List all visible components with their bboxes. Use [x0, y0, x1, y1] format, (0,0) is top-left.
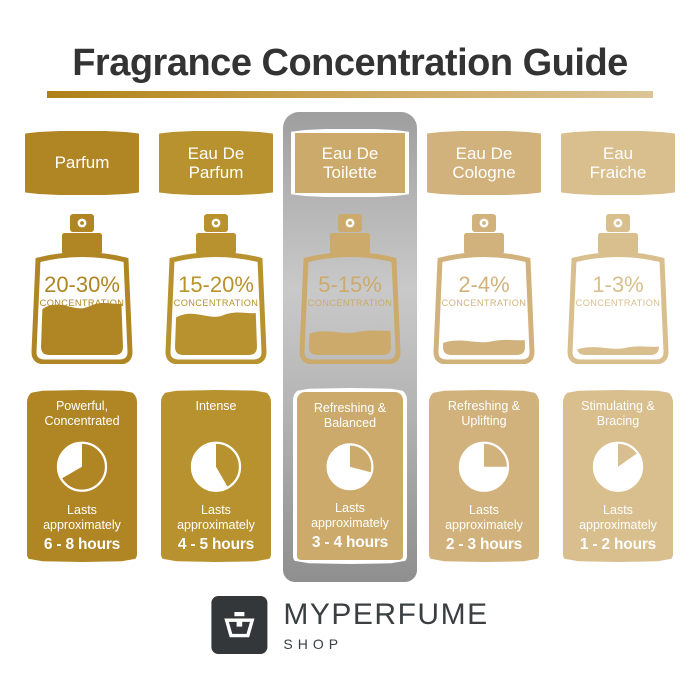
brand-logo[interactable]: MYPERFUME SHOP [211, 596, 488, 654]
card-lasts-label: Lasts approximately [177, 502, 255, 532]
bottle-graphic: 2-4% CONCENTRATION [424, 212, 544, 364]
header-plaque-wrap: Parfum [25, 131, 139, 195]
svg-text:15-20%: 15-20% [178, 272, 254, 297]
info-card[interactable]: Stimulating & Bracing Lasts approximatel… [563, 390, 673, 562]
bottle-graphic: 1-3% CONCENTRATION [558, 212, 678, 364]
info-card[interactable]: Refreshing & Balanced Lasts approximatel… [293, 388, 407, 564]
card-description: Refreshing & Uplifting [447, 399, 521, 428]
header-plaque-wrap: Eau De Cologne [427, 131, 541, 195]
card-hours: 6 - 8 hours [43, 536, 121, 553]
svg-text:1-3%: 1-3% [592, 272, 643, 297]
header-plaque-wrap: Eau De Parfum [159, 131, 273, 195]
info-card-wrap: Intense Lasts approximately 4 - 5 hours [161, 390, 271, 562]
info-card-wrap: Refreshing & Balanced Lasts approximatel… [293, 388, 407, 564]
header-plaque-wrap: Eau De Toilette [291, 129, 409, 197]
card-hours: 4 - 5 hours [177, 536, 255, 553]
column-parfum: Parfum 20-30% CONCENTRATION Powerful, Co… [15, 0, 149, 700]
header-label: Eau De Cologne [452, 143, 516, 182]
page-title: Fragrance Concentration Guide [72, 42, 628, 84]
card-lasts-label: Lasts approximately [43, 502, 121, 532]
header-plaque[interactable]: Eau De Toilette [291, 129, 409, 197]
header-label: Eau Fraiche [589, 143, 647, 182]
svg-text:CONCENTRATION: CONCENTRATION [40, 298, 125, 308]
info-card-wrap: Stimulating & Bracing Lasts approximatel… [563, 390, 673, 562]
header-plaque[interactable]: Eau De Cologne [427, 131, 541, 195]
card-description: Powerful, Concentrated [44, 399, 120, 428]
perfume-bottle-icon [211, 596, 268, 654]
card-lasts-label: Lasts approximately [445, 502, 523, 532]
column-eau-fraiche: Eau Fraiche 1-3% CONCENTRATION Stimulati… [551, 0, 685, 700]
info-card[interactable]: Powerful, Concentrated Lasts approximate… [27, 390, 137, 562]
svg-text:20-30%: 20-30% [44, 272, 120, 297]
svg-text:CONCENTRATION: CONCENTRATION [174, 298, 259, 308]
card-description: Stimulating & Bracing [581, 399, 655, 428]
header-label: Parfum [54, 153, 110, 173]
svg-text:5-15%: 5-15% [318, 272, 382, 297]
column-eau-de-toilette: Eau De Toilette 5-15% CONCENTRATION Refr… [283, 0, 417, 700]
info-card-wrap: Refreshing & Uplifting Lasts approximate… [429, 390, 539, 562]
brand-name: MYPERFUME [283, 597, 489, 631]
column-eau-de-parfum: Eau De Parfum 15-20% CONCENTRATION Inten… [149, 0, 283, 700]
svg-text:CONCENTRATION: CONCENTRATION [308, 298, 393, 308]
header-label: Eau De Parfum [187, 143, 245, 182]
card-hours: 2 - 3 hours [445, 536, 523, 553]
header-plaque-wrap: Eau Fraiche [561, 131, 675, 195]
card-hours: 3 - 4 hours [311, 534, 389, 551]
column-eau-de-cologne: Eau De Cologne 2-4% CONCENTRATION Refres… [417, 0, 551, 700]
brand-text: MYPERFUME SHOP [283, 597, 489, 652]
card-description: Refreshing & Balanced [313, 401, 387, 430]
title-divider [47, 91, 653, 98]
header-plaque[interactable]: Eau Fraiche [561, 131, 675, 195]
info-card-wrap: Powerful, Concentrated Lasts approximate… [27, 390, 137, 562]
bottle-graphic: 15-20% CONCENTRATION [156, 212, 276, 364]
brand-subtitle: SHOP [283, 635, 344, 652]
card-description: Intense [195, 399, 237, 413]
bottle-graphic: 5-15% CONCENTRATION [290, 212, 410, 364]
info-card[interactable]: Refreshing & Uplifting Lasts approximate… [429, 390, 539, 562]
svg-text:CONCENTRATION: CONCENTRATION [442, 298, 527, 308]
svg-text:2-4%: 2-4% [458, 272, 509, 297]
card-lasts-label: Lasts approximately [579, 502, 657, 532]
header-plaque[interactable]: Eau De Parfum [159, 131, 273, 195]
svg-text:CONCENTRATION: CONCENTRATION [576, 298, 661, 308]
bottle-graphic: 20-30% CONCENTRATION [22, 212, 142, 364]
card-lasts-label: Lasts approximately [311, 500, 389, 530]
card-hours: 1 - 2 hours [579, 536, 657, 553]
header-label: Eau De Toilette [321, 143, 379, 182]
footer: MYPERFUME SHOP [0, 596, 700, 666]
info-card[interactable]: Intense Lasts approximately 4 - 5 hours [161, 390, 271, 562]
header-plaque[interactable]: Parfum [25, 131, 139, 195]
